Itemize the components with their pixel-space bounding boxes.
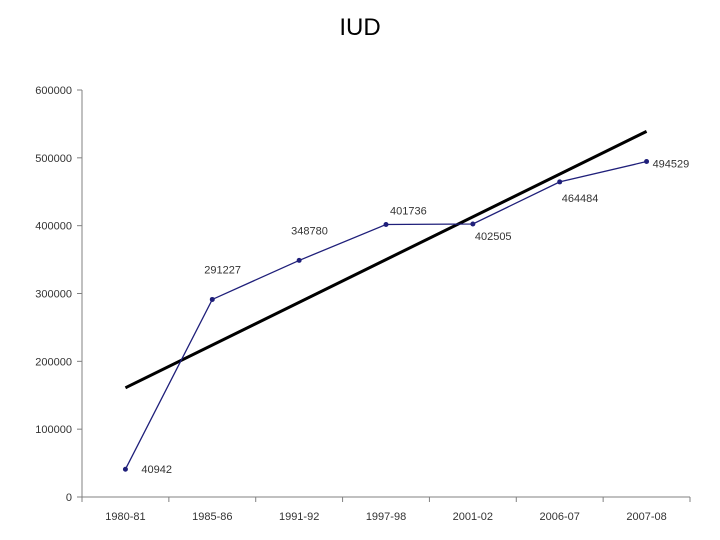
data-label: 348780 xyxy=(291,225,328,237)
data-point xyxy=(644,159,650,165)
trendline xyxy=(124,130,648,390)
chart-title: IUD xyxy=(339,14,381,41)
x-tick-label: 1980-81 xyxy=(105,511,145,523)
data-label: 291227 xyxy=(204,264,241,276)
data-label: 40942 xyxy=(141,464,172,476)
x-tick-label: 1997-98 xyxy=(366,511,406,523)
y-tick-label: 0 xyxy=(66,492,72,504)
y-tick-label: 400000 xyxy=(35,221,72,233)
data-label: 464484 xyxy=(562,193,599,205)
data-point xyxy=(383,221,389,227)
data-labels-group: 40942 291227 348780 401736 402505 464484 49452… xyxy=(141,159,689,477)
chart-axes: 0 100000 200000 300000 400000 500000 600000 198… xyxy=(35,85,691,523)
y-tick-label: 300000 xyxy=(35,289,72,301)
y-tick-label: 100000 xyxy=(35,424,72,436)
trendline-group xyxy=(124,130,648,390)
y-tick-label: 600000 xyxy=(35,85,72,97)
x-tick-label: 1985-86 xyxy=(192,511,232,523)
x-tick-label: 2001-02 xyxy=(453,511,493,523)
series-line xyxy=(124,160,647,470)
data-point xyxy=(470,221,476,227)
y-tick-label: 200000 xyxy=(35,356,72,368)
series-group xyxy=(122,159,650,472)
x-tick-label: 2007-08 xyxy=(626,511,666,523)
data-point xyxy=(209,296,215,302)
data-label: 401736 xyxy=(390,205,427,217)
y-tick-label: 500000 xyxy=(35,153,72,165)
x-tick-label: 1991-92 xyxy=(279,511,319,523)
data-label: 494529 xyxy=(653,159,690,171)
x-tick-label: 2006-07 xyxy=(540,511,580,523)
data-point xyxy=(296,257,302,263)
data-point xyxy=(122,466,128,472)
data-point xyxy=(557,179,563,185)
data-label: 402505 xyxy=(475,231,512,243)
